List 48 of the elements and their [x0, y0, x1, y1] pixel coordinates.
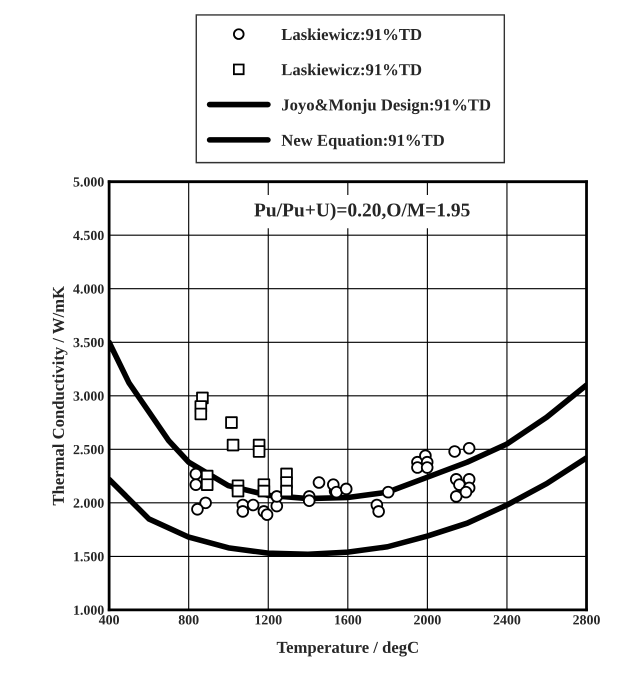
point [191, 503, 204, 516]
point [420, 461, 434, 474]
legend-label: Laskiewicz:91%TD [282, 64, 422, 76]
point [199, 496, 212, 510]
point [260, 508, 274, 521]
point [450, 490, 463, 503]
point [280, 484, 293, 498]
point [252, 445, 266, 458]
point [448, 445, 461, 458]
point [270, 490, 284, 503]
x-tick-label: 800 [178, 615, 199, 625]
point [232, 484, 244, 498]
legend-label: Joyo&Monju Design:91%TD [282, 98, 490, 114]
legend-label: Laskiewicz:91%TD [282, 28, 422, 40]
legend-label: New Equation:91%TD [282, 134, 444, 150]
annotation: Pu/Pu+U)=0.20,O/M=1.95 [254, 202, 470, 220]
point [460, 486, 472, 498]
point [194, 408, 208, 420]
y-tick-label: 4.000 [73, 284, 104, 294]
point [302, 494, 316, 507]
y-tick-label: 1.500 [74, 552, 104, 562]
point [190, 478, 202, 491]
y-axis-title: Thermal Conductivity / W/mK [52, 286, 68, 506]
point [340, 482, 353, 496]
y-tick-label: 5.000 [74, 177, 104, 187]
point [236, 505, 250, 518]
x-tick-label: 400 [98, 615, 120, 625]
x-tick-label: 1200 [255, 615, 282, 625]
y-tick-label: 2.500 [74, 444, 104, 454]
y-tick-label: 4.500 [73, 230, 104, 240]
point [462, 442, 476, 455]
x-tick-label: 2400 [494, 615, 520, 625]
point [226, 438, 240, 452]
point [382, 486, 394, 498]
point [372, 505, 385, 518]
x-axis-title: Temperature / degC [276, 641, 418, 657]
point [225, 416, 238, 429]
point [246, 498, 260, 512]
x-tick-label: 1600 [335, 615, 362, 625]
x-tick-label: 2000 [414, 615, 441, 625]
y-tick-label: 3.000 [74, 391, 104, 401]
y-tick-label: 3.500 [74, 338, 104, 348]
point [258, 484, 270, 498]
x-tick-label: 2800 [573, 615, 600, 625]
y-tick-label: 2.000 [74, 498, 104, 508]
point [200, 478, 214, 491]
y-tick-label: 1.000 [74, 606, 104, 615]
point [312, 476, 326, 489]
